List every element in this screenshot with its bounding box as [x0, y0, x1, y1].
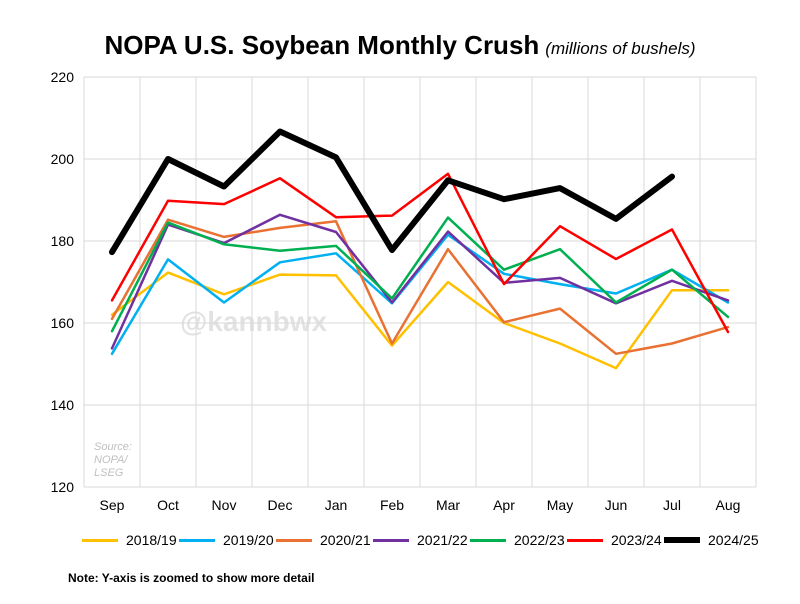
legend-label: 2024/25 [708, 532, 759, 548]
legend-swatch [373, 538, 409, 542]
series-lines [109, 128, 730, 370]
series-line-2024-25 [109, 128, 675, 256]
source-line: NOPA/ [94, 454, 128, 466]
x-tick-label: Oct [157, 497, 179, 513]
chart-title: NOPA U.S. Soybean Monthly Crush (millions… [0, 30, 800, 61]
x-tick-label: Sep [100, 497, 125, 513]
y-tick-label: 220 [51, 69, 75, 85]
x-tick-label: May [547, 497, 573, 513]
series-line-2022-23 [110, 216, 730, 333]
x-tick-label: Aug [716, 497, 741, 513]
gridlines [83, 76, 757, 488]
legend-item: 2023/24 [567, 528, 662, 552]
footnote: Note: Y-axis is zoomed to show more deta… [68, 571, 315, 585]
x-tick-label: Mar [436, 497, 460, 513]
legend-swatch [179, 538, 215, 542]
legend-item: 2021/22 [373, 528, 468, 552]
x-tick-label: Jul [663, 497, 681, 513]
y-tick-label: 140 [51, 397, 75, 413]
chart-subtitle: (millions of bushels) [545, 39, 696, 58]
legend-label: 2021/22 [417, 532, 468, 548]
x-tick-label: Dec [268, 497, 293, 513]
legend-label: 2018/19 [126, 532, 177, 548]
legend-item: 2024/25 [664, 528, 759, 552]
y-tick-label: 120 [51, 479, 75, 495]
legend-item: 2019/20 [179, 528, 274, 552]
legend-swatch [664, 537, 700, 543]
series-line-2020-21 [110, 218, 730, 356]
legend-swatch [567, 538, 603, 542]
x-tick-label: Feb [380, 497, 404, 513]
legend-label: 2023/24 [611, 532, 662, 548]
y-tick-label: 200 [51, 151, 75, 167]
legend-label: 2020/21 [320, 532, 371, 548]
x-tick-label: Nov [212, 497, 237, 513]
legend-item: 2022/23 [470, 528, 565, 552]
source-note: Source: NOPA/ LSEG [94, 441, 132, 480]
legend-item: 2018/19 [82, 528, 177, 552]
legend: 2018/19 2019/20 2020/21 2021/22 2022/23 2023/… [0, 528, 800, 552]
watermark: @kannbwx [180, 306, 328, 337]
legend-swatch [276, 538, 312, 542]
chart-title-main: NOPA U.S. Soybean Monthly Crush [104, 30, 540, 60]
x-tick-label: Jun [605, 497, 628, 513]
series-line-2023-24 [110, 172, 730, 334]
y-tick-label: 160 [51, 315, 75, 331]
x-tick-label: Apr [493, 497, 515, 513]
source-line: Source: [94, 441, 132, 453]
x-axis-ticks: Sep Oct Nov Dec Jan Feb Mar Apr May Jun Jul Aug [100, 497, 741, 513]
legend-swatch [82, 538, 118, 542]
legend-label: 2019/20 [223, 532, 274, 548]
source-line: LSEG [94, 467, 124, 479]
legend-label: 2022/23 [514, 532, 565, 548]
legend-swatch [470, 538, 506, 542]
x-tick-label: Jan [325, 497, 348, 513]
y-tick-label: 180 [51, 233, 75, 249]
y-axis-ticks: 120 140 160 180 200 220 [51, 69, 75, 495]
series-line-2018-19 [110, 271, 730, 370]
legend-item: 2020/21 [276, 528, 371, 552]
